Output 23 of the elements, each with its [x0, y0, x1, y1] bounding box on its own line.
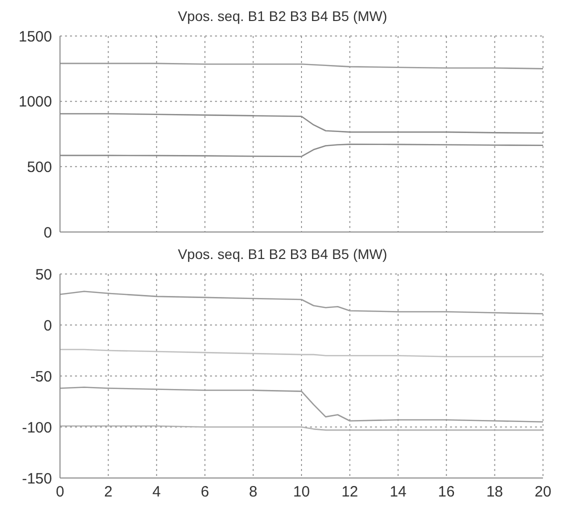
y-tick-label: 0: [44, 317, 52, 334]
x-tick-label: 4: [152, 484, 161, 501]
x-tick-label: 8: [249, 484, 258, 501]
x-tick-label: 20: [534, 484, 552, 501]
chart-title: Vpos. seq. B1 B2 B3 B4 B5 (MW): [176, 8, 388, 26]
y-tick-label: -50: [30, 368, 52, 386]
x-tick-label: 16: [438, 484, 455, 501]
y-tick-label: -100: [22, 419, 52, 436]
x-tick-label: 18: [486, 484, 504, 501]
y-tick-label: 1000: [18, 94, 52, 111]
y-tick-label: 50: [35, 266, 52, 284]
x-tick-label: 10: [293, 484, 310, 501]
x-tick-label: 12: [341, 484, 358, 501]
y-tick-label: 0: [44, 224, 52, 242]
y-tick-label: -150: [22, 470, 52, 488]
line-series: [60, 348, 543, 358]
x-tick-label: 0: [56, 484, 64, 501]
x-tick-label: 14: [390, 484, 406, 501]
x-tick-label: 6: [200, 484, 210, 501]
chart-title: Vpos. seq. B1 B2 B3 B4 B5 (MW): [176, 246, 388, 264]
y-tick-label: 500: [26, 158, 52, 176]
x-tick-label: 2: [104, 484, 112, 501]
y-tick-label: 1500: [18, 28, 52, 46]
